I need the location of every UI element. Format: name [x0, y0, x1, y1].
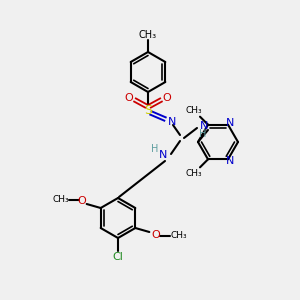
Text: CH₃: CH₃ — [170, 232, 187, 241]
Text: N: N — [226, 118, 234, 128]
Text: CH₃: CH₃ — [139, 30, 157, 40]
Text: N: N — [168, 117, 176, 127]
Text: N: N — [159, 150, 167, 160]
Text: CH₃: CH₃ — [186, 169, 202, 178]
Text: Cl: Cl — [112, 252, 123, 262]
Text: O: O — [151, 230, 160, 240]
Text: H: H — [199, 129, 207, 139]
Text: S: S — [144, 103, 152, 116]
Text: N: N — [226, 156, 234, 166]
Text: O: O — [124, 93, 134, 103]
Text: CH₃: CH₃ — [52, 196, 69, 205]
Text: CH₃: CH₃ — [186, 106, 202, 115]
Text: H: H — [151, 144, 159, 154]
Text: O: O — [77, 196, 86, 206]
Text: N: N — [200, 121, 208, 131]
Text: O: O — [163, 93, 171, 103]
